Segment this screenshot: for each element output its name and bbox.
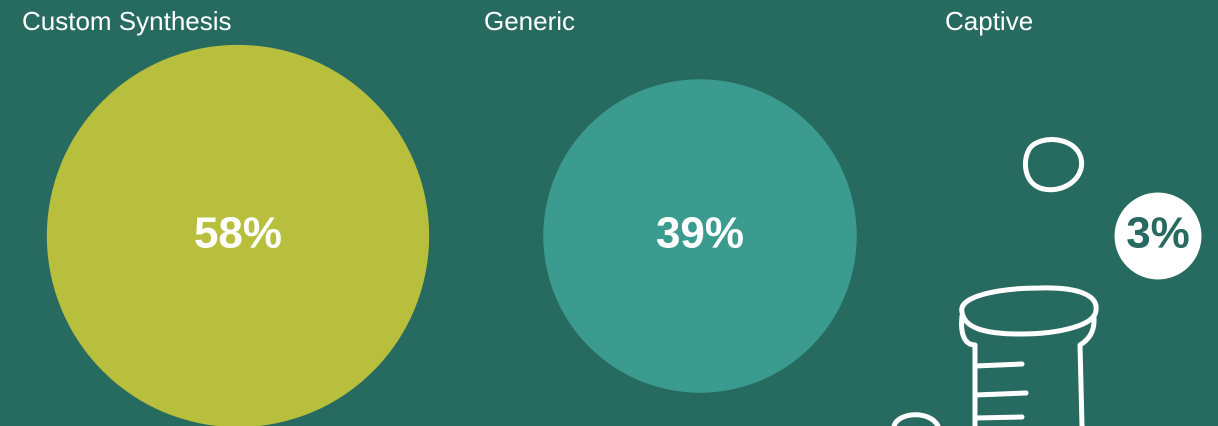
category-label: Captive — [945, 6, 1033, 36]
category-label: Custom Synthesis — [22, 6, 232, 36]
infographic: Custom Synthesis 58% Generic 39% Captive 3% — [0, 0, 1218, 426]
category-label: Generic — [484, 6, 575, 36]
value-label: 39% — [656, 209, 744, 258]
value-label: 58% — [194, 209, 282, 258]
value-label: 3% — [1126, 209, 1190, 258]
